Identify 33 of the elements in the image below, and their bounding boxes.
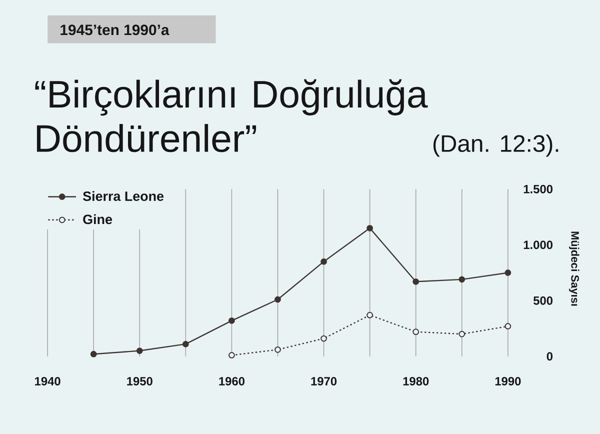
x-tick-label: 1950 <box>127 377 152 386</box>
x-tick-label: 1980 <box>403 377 429 386</box>
point <box>274 346 281 353</box>
chart-subtitle: (Dan. 12:3). <box>433 134 558 157</box>
point <box>366 312 374 318</box>
y-tick-label: 0 <box>546 352 553 361</box>
legend-label: Gine <box>83 214 112 224</box>
x-tick-label: 1970 <box>311 377 337 386</box>
point <box>228 317 235 324</box>
x-tick-label: 1940 <box>35 377 60 386</box>
point <box>504 323 512 330</box>
y-tick-label: 1.000 <box>524 240 553 250</box>
y-axis-title: Müjdeci Sayısı <box>569 232 580 306</box>
x-tick-label: 1960 <box>219 377 244 386</box>
x-tick-label: 1990 <box>495 377 521 386</box>
point <box>458 330 466 338</box>
point <box>412 278 420 285</box>
legend-label: Sierra Leone <box>82 191 164 201</box>
point <box>320 258 327 265</box>
point <box>182 340 189 348</box>
point <box>366 224 374 232</box>
point <box>228 352 235 358</box>
point <box>458 276 466 283</box>
chart-title: “Birçoklarını Doğruluğa Döndürenler” <box>35 79 428 152</box>
point <box>136 348 143 354</box>
point <box>274 296 281 303</box>
point <box>320 335 327 342</box>
y-tick-label: 1.500 <box>524 184 553 194</box>
y-tick-label: 500 <box>533 296 553 305</box>
text: 1945’ten 1990’a <box>60 24 170 36</box>
point <box>412 328 420 336</box>
point <box>504 270 512 276</box>
point <box>90 350 97 358</box>
